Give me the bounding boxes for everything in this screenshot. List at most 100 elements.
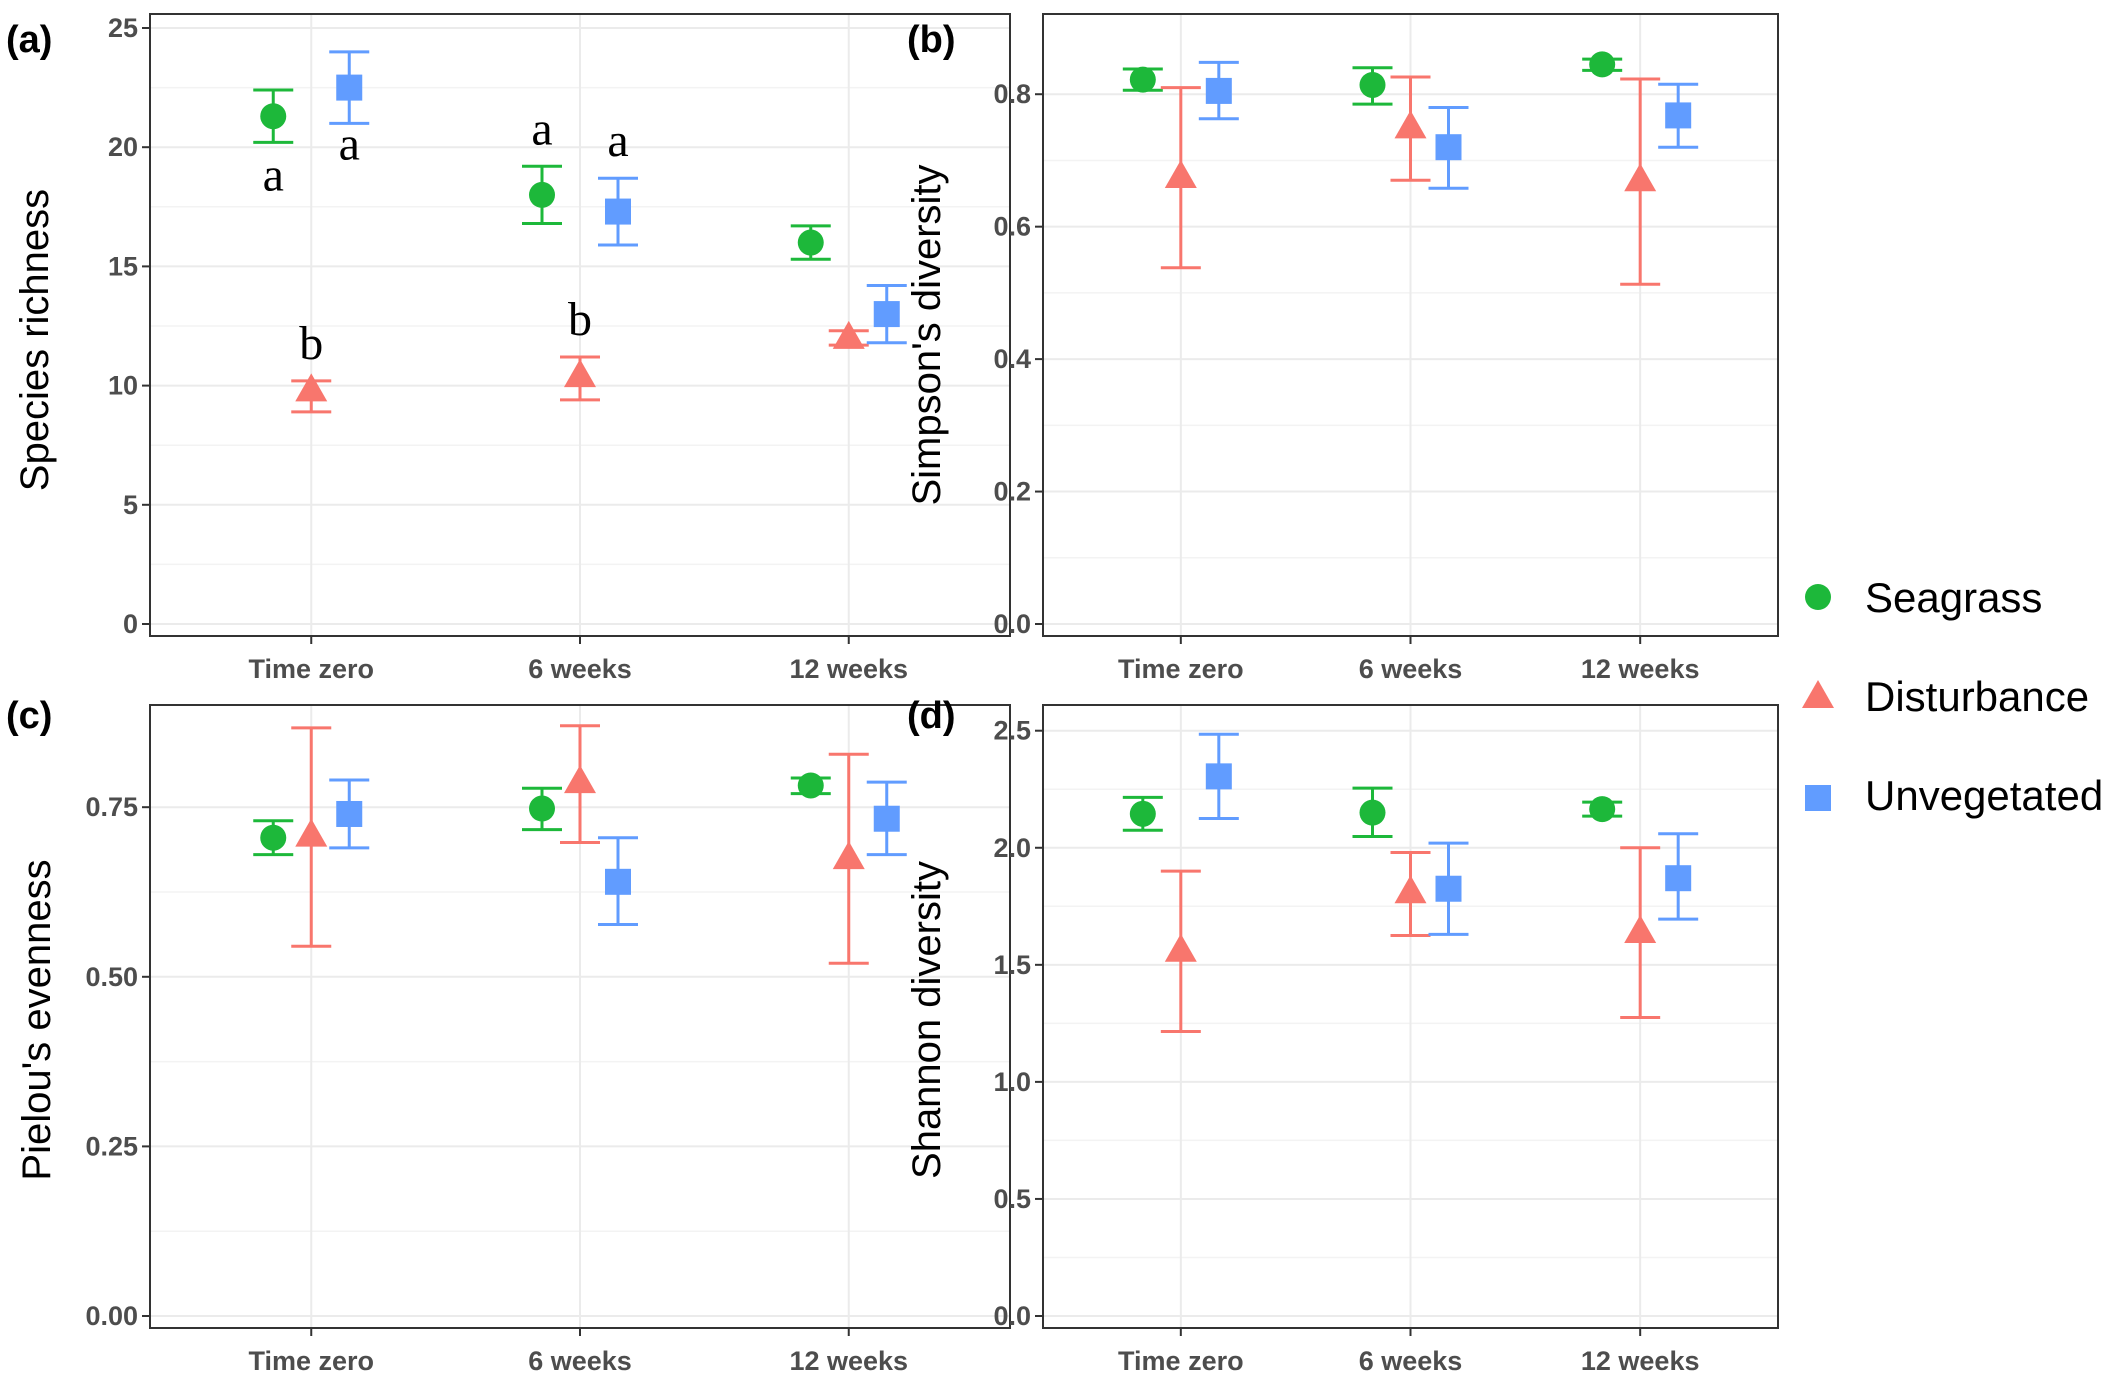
panel-d-point-seagrass [1359, 799, 1386, 826]
panel-a-point-disturbance [295, 373, 328, 402]
panel-c-point-disturbance [295, 818, 328, 847]
panel-a-tag: (a) [6, 19, 52, 61]
panel-a-y-tick-label: 15 [108, 251, 138, 281]
panel-b-tag: (b) [907, 19, 956, 61]
panel-a-y-tick-label: 25 [108, 13, 138, 43]
panel-c: 0.00 0.25 0.50 0.75 Time zero 6 weeks 12 weeks… [6, 695, 1011, 1375]
panel-a-x-tick-label-6-weeks: 6 weeks [528, 654, 632, 684]
panel-a-x-tick-label-time-zero: Time zero [248, 654, 374, 684]
panel-c-y-tick-label: 0.50 [85, 962, 138, 992]
panel-a-point-unvegetated [605, 198, 631, 225]
panel-a-y-axis-title: Species richness [13, 189, 57, 491]
legend-seagrass-circle-icon [1805, 584, 1831, 610]
panel-c-tag: (c) [6, 695, 52, 737]
panel-c-plot-area: 0.00 0.25 0.50 0.75 Time zero 6 weeks 12 weeks [85, 704, 1011, 1375]
panel-c-point-unvegetated [873, 805, 900, 832]
panel-b-point-seagrass [1589, 51, 1616, 78]
legend-unvegetated-square-icon [1805, 785, 1831, 811]
panel-b-x-tick-label-12-weeks: 12 weeks [1581, 654, 1700, 684]
panel-a-point-seagrass [529, 181, 555, 208]
legend-item-disturbance: Disturbance [1802, 673, 2089, 720]
panel-c-point-unvegetated [336, 800, 363, 827]
panel-d-x-tick-label-time-zero: Time zero [1118, 1346, 1244, 1375]
panel-a-y-tick-label: 0 [123, 609, 138, 639]
panel-d-point-disturbance [1394, 875, 1427, 904]
panel-d-point-disturbance [1624, 915, 1657, 944]
panel-b-point-disturbance [1394, 110, 1427, 139]
panel-d-point-disturbance [1164, 933, 1197, 962]
panel-c-point-unvegetated [605, 868, 631, 895]
panel-c-x-tick-label-time-zero: Time zero [248, 1346, 374, 1375]
panel-c-y-tick-label: 0.25 [85, 1131, 138, 1161]
panel-a-point-seagrass [797, 229, 824, 256]
legend-label-disturbance: Disturbance [1865, 673, 2089, 720]
legend-item-seagrass: Seagrass [1805, 574, 2042, 621]
panel-d-point-unvegetated [1435, 875, 1462, 902]
panel-d-plot-area: 0.0 0.5 1.0 1.5 2.0 2.5 Time zero 6 weeks 12 wee… [993, 704, 1779, 1375]
panel-b-y-tick-label: 0.2 [993, 477, 1031, 507]
panel-d-point-unvegetated [1665, 865, 1692, 892]
panel-c-y-axis-title: Pielou's evenness [15, 859, 59, 1180]
legend-disturbance-triangle-icon [1802, 680, 1834, 708]
panel-a-plot-area: 0 5 10 15 20 25 Time zero 6 weeks 12 weeks a a b a a b [108, 13, 1011, 684]
panel-a-point-seagrass [260, 103, 287, 130]
panel-d-y-axis-title: Shannon diversity [905, 861, 949, 1179]
panel-b-point-unvegetated [1205, 77, 1232, 104]
panel-b-y-tick-label: 0.8 [993, 79, 1031, 109]
panel-a-y-tick-label: 5 [123, 490, 138, 520]
panel-a-significance-letter: b [299, 317, 323, 370]
panel-a-significance-letter: a [607, 114, 628, 167]
legend-label-unvegetated: Unvegetated [1865, 772, 2103, 819]
panel-d-point-unvegetated [1205, 763, 1232, 790]
panel-d-y-tick-label: 0.5 [993, 1184, 1031, 1214]
panel-a-point-disturbance [832, 320, 865, 349]
panel-d-point-seagrass [1589, 796, 1616, 823]
panel-c-x-tick-label-6-weeks: 6 weeks [528, 1346, 632, 1375]
panel-a-y-tick-label: 10 [108, 371, 138, 401]
panel-b-point-seagrass [1129, 66, 1156, 93]
panel-d-y-tick-label: 2.0 [993, 833, 1031, 863]
panel-d-y-tick-label: 0.0 [993, 1301, 1031, 1331]
panel-b-x-tick-label-6-weeks: 6 weeks [1359, 654, 1463, 684]
panel-b-point-seagrass [1359, 71, 1386, 98]
panel-a-point-unvegetated [873, 301, 900, 328]
panel-a-point-unvegetated [336, 74, 363, 101]
panel-a-y-tick-label: 20 [108, 132, 138, 162]
panel-b-point-disturbance [1624, 163, 1657, 192]
panel-b-plot-area: 0.0 0.2 0.4 0.6 0.8 Time zero 6 weeks 12 weeks [993, 13, 1779, 684]
panel-d-x-tick-label-12-weeks: 12 weeks [1581, 1346, 1700, 1375]
panel-b-y-axis-title: Simpson's diversity [905, 164, 949, 505]
panel-a-x-tick-label-12-weeks: 12 weeks [789, 654, 908, 684]
panel-b-point-unvegetated [1665, 102, 1692, 129]
panel-d-y-tick-label: 1.5 [993, 950, 1031, 980]
panel-a: 0 5 10 15 20 25 Time zero 6 weeks 12 weeks a a b a a b… [6, 13, 1011, 684]
panel-c-y-tick-label: 0.75 [85, 792, 138, 822]
panel-d: 0.0 0.5 1.0 1.5 2.0 2.5 Time zero 6 weeks 12 wee… [905, 695, 1779, 1375]
panel-b-point-disturbance [1164, 160, 1197, 188]
panel-a-significance-letter: a [531, 102, 552, 155]
panel-d-x-tick-label-6-weeks: 6 weeks [1359, 1346, 1463, 1375]
panel-d-point-seagrass [1129, 800, 1156, 827]
panel-d-y-tick-label: 2.5 [993, 716, 1031, 746]
panel-a-point-disturbance [564, 359, 596, 388]
panel-c-x-tick-label-12-weeks: 12 weeks [789, 1346, 908, 1375]
panel-b-x-tick-label-time-zero: Time zero [1118, 654, 1244, 684]
legend-label-seagrass: Seagrass [1865, 574, 2042, 621]
panel-c-y-tick-label: 0.00 [85, 1301, 138, 1331]
panel-a-significance-letter: b [568, 293, 592, 346]
panel-c-point-disturbance [832, 841, 865, 870]
panel-b-y-tick-label: 0.4 [993, 344, 1031, 374]
panel-a-significance-letter: a [339, 117, 360, 170]
panel-d-y-tick-label: 1.0 [993, 1067, 1031, 1097]
panel-c-point-seagrass [529, 795, 555, 822]
legend-item-unvegetated: Unvegetated [1805, 772, 2103, 819]
panel-b-y-tick-label: 0.6 [993, 212, 1031, 242]
panel-c-point-seagrass [260, 824, 287, 851]
panel-d-tag: (d) [907, 695, 956, 737]
panel-b-y-tick-label: 0.0 [993, 609, 1031, 639]
legend: Seagrass Disturbance Unvegetated [1802, 574, 2103, 819]
panel-c-point-disturbance [564, 765, 596, 794]
panel-a-significance-letter: a [263, 148, 284, 201]
